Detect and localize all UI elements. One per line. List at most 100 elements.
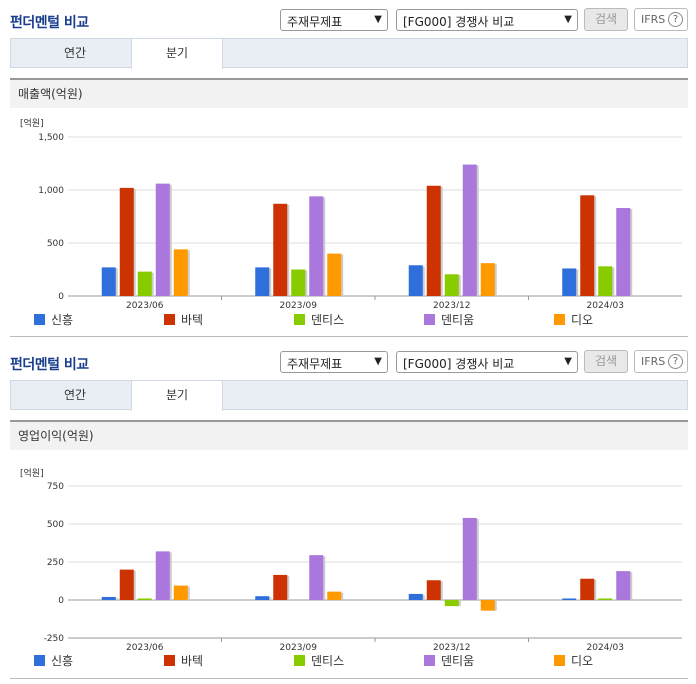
bar-shadow <box>139 599 154 601</box>
x-tick-label: 2023/12 <box>433 301 470 308</box>
tab-annual[interactable]: 연간 <box>63 388 87 402</box>
chart-subheading: 영업이익(억원) <box>10 420 688 450</box>
revenue-bar-chart: [억원] 0 500 1,000 1,500 2023/06 2023/09 2023/12 2… <box>20 117 682 308</box>
legend-label: 덴티움 <box>441 654 475 668</box>
y-axis-unit: [억원] <box>20 117 44 129</box>
bar-디오-2023/09 <box>327 591 342 600</box>
bar-디오-2023/06 <box>173 249 188 296</box>
search-button[interactable]: 검색 <box>584 350 628 373</box>
ifrs-button[interactable]: IFRS ? <box>634 8 688 31</box>
legend-swatch <box>554 314 565 325</box>
x-tick-label: 2024/03 <box>587 643 624 653</box>
bar-덴티움-2024/03 <box>616 571 631 600</box>
x-tick-label: 2024/03 <box>587 301 624 308</box>
peer-group-select[interactable]: [FG000] 경쟁사 비교 ▼ <box>396 351 578 373</box>
legend-label: 덴티움 <box>441 313 475 327</box>
y-tick-label: 1,000 <box>38 186 64 196</box>
bar-신흥-2024/03 <box>562 598 577 600</box>
divider <box>10 678 688 679</box>
bar-덴티스-2023/06 <box>137 271 152 296</box>
peer-group-select-value: [FG000] 경쟁사 비교 <box>403 15 515 29</box>
y-tick-label: 500 <box>47 520 64 530</box>
bar-신흥-2023/09 <box>255 267 270 296</box>
bar-덴티움-2023/09 <box>309 555 324 600</box>
period-tabs: 연간 분기 <box>10 380 688 411</box>
ifrs-label: IFRS <box>641 13 666 26</box>
bar-바텍-2024/03 <box>580 195 595 296</box>
bar-신흥-2023/06 <box>101 596 116 600</box>
legend-label: 디오 <box>571 654 594 668</box>
bar-덴티움-2023/12 <box>462 164 477 296</box>
search-button[interactable]: 검색 <box>584 8 628 31</box>
legend-item[interactable]: 덴티스 <box>294 312 344 330</box>
legend-swatch <box>34 314 45 325</box>
legend-label: 바텍 <box>181 654 204 668</box>
bar-덴티스-2023/12 <box>444 274 459 296</box>
peer-group-select[interactable]: [FG000] 경쟁사 비교 ▼ <box>396 9 578 31</box>
revenue-panel: 펀더멘털 비교 주재무제표 ▼ [FG000] 경쟁사 비교 ▼ 검색 IFRS… <box>0 0 696 338</box>
legend-label: 디오 <box>571 313 594 327</box>
x-tick-label: 2023/06 <box>126 301 164 308</box>
legend-item[interactable]: 덴티움 <box>424 653 474 671</box>
bar-신흥-2024/03 <box>562 268 577 296</box>
x-tick-label: 2023/09 <box>280 301 318 308</box>
bar-덴티움-2023/06 <box>155 183 170 296</box>
legend-label: 신흥 <box>51 313 74 327</box>
legend-swatch <box>34 655 45 666</box>
chart-legend: 신흥 바텍 덴티스 덴티움 디오 <box>10 312 688 330</box>
statement-select[interactable]: 주재무제표 ▼ <box>280 9 388 31</box>
legend-item[interactable]: 신흥 <box>34 312 73 330</box>
legend-swatch <box>294 655 305 666</box>
y-tick-label: 750 <box>47 482 64 492</box>
legend-swatch <box>424 314 435 325</box>
operating-profit-panel: 펀더멘털 비교 주재무제표 ▼ [FG000] 경쟁사 비교 ▼ 검색 IFRS… <box>0 342 696 684</box>
statement-select-value: 주재무제표 <box>287 15 343 29</box>
help-icon[interactable]: ? <box>668 354 683 369</box>
peer-group-select-value: [FG000] 경쟁사 비교 <box>403 357 515 371</box>
x-tick-label: 2023/09 <box>280 643 318 653</box>
chevron-down-icon: ▼ <box>564 356 572 367</box>
y-tick-label: 0 <box>58 596 64 606</box>
legend-label: 신흥 <box>51 654 74 668</box>
bar-디오-2023/06 <box>173 585 188 600</box>
bar-덴티스-2024/03 <box>598 598 613 600</box>
legend-swatch <box>554 655 565 666</box>
bar-신흥-2023/06 <box>101 267 116 296</box>
help-icon[interactable]: ? <box>668 12 683 27</box>
ifrs-button[interactable]: IFRS ? <box>634 350 688 373</box>
bar-신흥-2023/12 <box>408 593 423 600</box>
tab-quarterly[interactable]: 분기 <box>131 381 223 411</box>
bar-덴티움-2023/12 <box>462 517 477 600</box>
bar-shadow <box>600 599 615 601</box>
bar-바텍-2023/12 <box>426 580 441 600</box>
tab-annual[interactable]: 연간 <box>63 46 87 60</box>
bar-신흥-2023/09 <box>255 596 270 600</box>
legend-item[interactable]: 덴티움 <box>424 312 474 330</box>
bar-덴티스-2023/06 <box>137 598 152 600</box>
y-tick-label: -250 <box>44 634 65 644</box>
bar-덴티움-2024/03 <box>616 208 631 296</box>
operating-profit-bar-chart: [억원] -250 0 250 500 750 2023/06 2023/09 2023/12 2… <box>20 467 682 653</box>
legend-item[interactable]: 바텍 <box>164 653 203 671</box>
bar-디오-2023/12 <box>480 600 495 611</box>
panel-title: 펀더멘털 비교 <box>10 357 89 373</box>
tab-quarterly[interactable]: 분기 <box>131 39 223 69</box>
panel-header: 펀더멘털 비교 주재무제표 ▼ [FG000] 경쟁사 비교 ▼ 검색 IFRS… <box>0 0 696 38</box>
legend-item[interactable]: 디오 <box>554 653 593 671</box>
legend-swatch <box>164 655 175 666</box>
chevron-down-icon: ▼ <box>564 14 572 25</box>
bar-바텍-2023/09 <box>273 574 288 600</box>
panel-header: 펀더멘털 비교 주재무제표 ▼ [FG000] 경쟁사 비교 ▼ 검색 IFRS… <box>0 342 696 380</box>
bar-덴티스-2023/12 <box>444 600 459 607</box>
legend-item[interactable]: 덴티스 <box>294 653 344 671</box>
bar-바텍-2024/03 <box>580 578 595 600</box>
legend-item[interactable]: 바텍 <box>164 312 203 330</box>
statement-select-value: 주재무제표 <box>287 357 343 371</box>
panel-title: 펀더멘털 비교 <box>10 15 89 31</box>
bar-디오-2023/12 <box>480 263 495 296</box>
bar-신흥-2023/12 <box>408 265 423 296</box>
statement-select[interactable]: 주재무제표 ▼ <box>280 351 388 373</box>
bar-바텍-2023/06 <box>119 187 134 296</box>
legend-item[interactable]: 디오 <box>554 312 593 330</box>
legend-item[interactable]: 신흥 <box>34 653 73 671</box>
